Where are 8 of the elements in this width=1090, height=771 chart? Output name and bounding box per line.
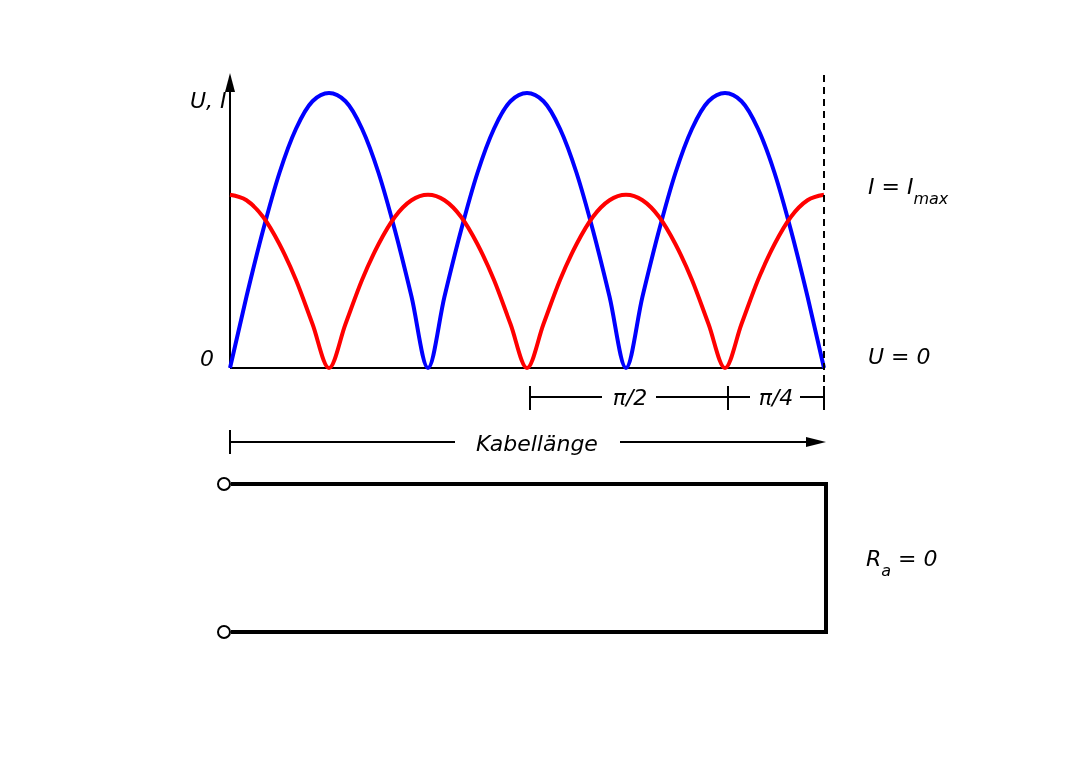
text: 0 [200, 346, 214, 371]
text: I = I$_{max}$ [868, 174, 949, 208]
text: R$_{a}$ = 0 [866, 546, 938, 580]
y-axis-title: U, I [190, 88, 227, 113]
text: Kabellänge [476, 431, 598, 456]
text: U = 0 [868, 344, 931, 369]
text: π/2 [612, 385, 648, 410]
text: π/4 [758, 385, 794, 410]
